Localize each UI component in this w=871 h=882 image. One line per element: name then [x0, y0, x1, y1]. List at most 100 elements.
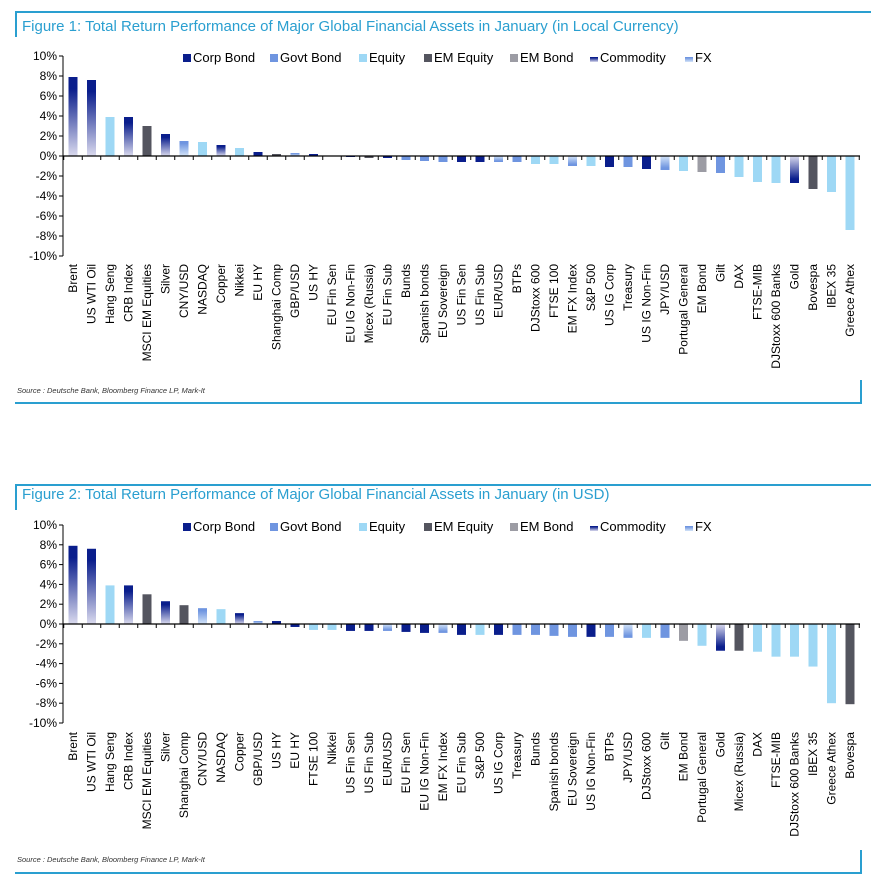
- x-tick-label: Gold: [788, 264, 802, 289]
- bar-brent: [68, 77, 78, 156]
- x-tick-label: CNY/USD: [177, 264, 191, 318]
- bar-bovespa: [845, 624, 855, 705]
- bar-us-hy: [272, 621, 281, 624]
- bar-silver: [161, 134, 170, 156]
- bar-djstoxx-600-banks: [771, 156, 781, 183]
- legend-swatch: [183, 523, 191, 531]
- x-tick-label: FTSE 100: [547, 264, 561, 318]
- x-tick-label: EU Fin Sen: [399, 732, 413, 793]
- bar-jpy-usd: [623, 624, 633, 638]
- legend-label: Corp Bond: [193, 50, 255, 65]
- bar-us-fin-sub: [475, 156, 485, 162]
- y-tick-label: 0%: [40, 617, 58, 631]
- figure-1-right-rule: [860, 380, 862, 404]
- bar-msci-em-equities: [142, 126, 152, 156]
- y-tick-label: 8%: [40, 538, 58, 552]
- x-tick-label: US Fin Sen: [455, 264, 469, 325]
- bar-em-bond: [679, 624, 688, 641]
- bar-eu-hy: [290, 624, 300, 627]
- bar-copper: [216, 145, 226, 156]
- x-tick-label: Copper: [214, 264, 228, 303]
- x-tick-label: Silver: [159, 264, 173, 294]
- x-tick-label: EUR/USD: [492, 264, 506, 318]
- legend-swatch: [510, 523, 518, 531]
- x-tick-label: Bunds: [529, 732, 543, 766]
- x-tick-label: US IG Corp: [603, 264, 617, 326]
- y-tick-label: -6%: [36, 676, 58, 690]
- legend-label: Govt Bond: [280, 50, 341, 65]
- figure-2-right-rule: [860, 850, 862, 874]
- bar-gilt: [716, 156, 725, 173]
- bar-djstoxx-600: [531, 156, 540, 164]
- x-tick-label: US WTI Oil: [85, 264, 99, 324]
- x-tick-label: NASDAQ: [196, 264, 210, 315]
- x-tick-label: CNY/USD: [196, 732, 210, 786]
- legend-swatch: [359, 54, 367, 62]
- y-tick-label: 10%: [33, 518, 57, 532]
- x-tick-label: NASDAQ: [214, 732, 228, 783]
- bar-us-fin-sub: [364, 624, 374, 631]
- x-tick-label: Nikkei: [325, 732, 339, 765]
- y-tick-label: -10%: [29, 249, 57, 263]
- bar-micex-russia-: [734, 624, 744, 651]
- x-tick-label: Greece Athex: [843, 264, 857, 337]
- bar-copper: [235, 613, 244, 624]
- legend-swatch: [685, 57, 693, 62]
- x-tick-label: GBP/USD: [288, 264, 302, 318]
- x-tick-label: Bovespa: [806, 264, 820, 311]
- legend-swatch: [270, 523, 278, 531]
- bar-brent: [68, 545, 78, 624]
- bar-ftse-mib: [771, 624, 781, 657]
- x-tick-label: DJStoxx 600: [640, 732, 654, 800]
- x-tick-label: Silver: [159, 732, 173, 762]
- bar-shanghai-comp: [272, 154, 281, 156]
- bar-s-p-500: [475, 624, 485, 635]
- figure-1-title: Figure 1: Total Return Performance of Ma…: [22, 18, 679, 35]
- bar-gold: [716, 624, 725, 651]
- bar-btps: [512, 156, 522, 162]
- x-tick-label: Hang Seng: [103, 732, 117, 792]
- bar-spanish-bonds: [420, 156, 429, 161]
- bar-crb-index: [124, 585, 133, 624]
- bar-djstoxx-600-banks: [790, 624, 799, 657]
- bar-greece-athex: [827, 624, 836, 704]
- bar-gold: [790, 156, 799, 183]
- bar-shanghai-comp: [179, 605, 189, 624]
- bar-eu-fin-sub: [383, 156, 392, 158]
- legend-swatch: [590, 57, 598, 62]
- bar-eur-usd: [383, 624, 392, 631]
- y-tick-label: 2%: [40, 597, 58, 611]
- chart-2: 10% 8% 6% 4% 2% 0% -2% -4% -6% -8% -10% Brent US WTI…: [29, 518, 860, 837]
- legend-label: Equity: [369, 519, 406, 534]
- legend-label: EM Equity: [434, 519, 494, 534]
- legend-swatch: [590, 526, 598, 531]
- legend-swatch: [359, 523, 367, 531]
- y-tick-label: 10%: [33, 49, 57, 63]
- figure-2-bottom-rule: [15, 872, 862, 874]
- legend-swatch: [424, 523, 432, 531]
- bar-gbp-usd: [290, 153, 300, 156]
- x-tick-label: EM FX Index: [436, 732, 450, 801]
- x-tick-label: FTSE 100: [307, 732, 321, 786]
- x-tick-label: Bovespa: [843, 732, 857, 779]
- bar-eu-sovereign: [568, 624, 577, 637]
- y-tick-label: 6%: [40, 89, 58, 103]
- bar-nikkei: [235, 148, 244, 156]
- x-tick-label: Micex (Russia): [362, 264, 376, 343]
- x-tick-label: DJStoxx 600 Banks: [788, 732, 802, 837]
- x-tick-label: EUR/USD: [381, 732, 395, 786]
- bar-silver: [161, 601, 170, 624]
- bar-s-p-500: [586, 156, 596, 166]
- x-tick-label: EM FX Index: [566, 264, 580, 333]
- bar-nikkei: [327, 624, 337, 630]
- y-tick-label: 8%: [40, 69, 58, 83]
- x-tick-label: EM Bond: [695, 264, 709, 313]
- bar-portugal-general: [679, 156, 688, 171]
- legend-label: EM Bond: [520, 519, 573, 534]
- x-tick-label: Hang Seng: [103, 264, 117, 324]
- bar-micex-russia-: [364, 156, 374, 158]
- bar-eu-sovereign: [438, 156, 448, 162]
- x-tick-label: JPY/USD: [621, 732, 635, 783]
- x-tick-label: Spanish bonds: [547, 732, 561, 811]
- x-tick-label: US IG Non-Fin: [640, 264, 654, 343]
